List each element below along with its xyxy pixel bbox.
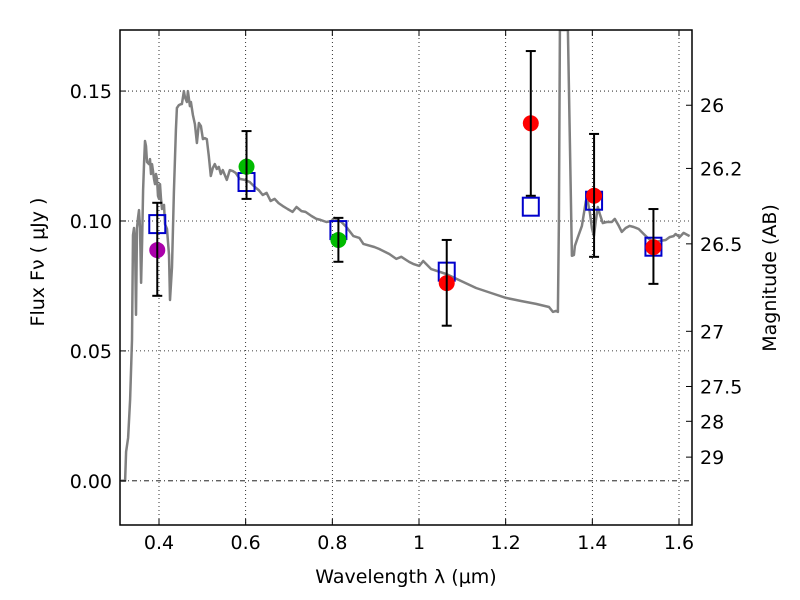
right-tick-label: 28 [700,411,724,433]
x-tick-label: 1 [413,532,425,554]
x-tick-label: 0.6 [231,532,261,554]
y-tick-label: 0.00 [70,471,112,493]
plot-frame [119,29,693,526]
right-tick-label: 26.2 [700,158,742,180]
spectrum-line [121,30,691,483]
x-tick-label: 1.4 [577,532,607,554]
y-axis-ticks: 0.00 0.05 0.10 0.15 [70,81,126,493]
y-tick-label: 0.15 [70,81,112,103]
right-axis-ticks: 26 26.2 26.5 27 27.5 28 29 [686,95,742,469]
grid-lines [120,30,692,525]
x-tick-label: 0.4 [144,532,174,554]
y-axis-label: Flux Fν ( μJy ) [27,198,49,327]
x-axis-ticks: 0.4 0.6 0.8 1 1.2 1.4 1.6 [144,30,694,554]
y-tick-label: 0.10 [70,211,112,233]
right-tick-label: 27.5 [700,376,742,398]
right-tick-label: 26 [700,95,724,117]
x-axis-label: Wavelength λ (μm) [315,566,496,588]
right-tick-label: 27 [700,321,724,343]
right-tick-label: 26.5 [700,234,742,256]
right-tick-label: 29 [700,447,724,469]
x-tick-label: 0.8 [317,532,347,554]
error-bars [152,50,659,327]
x-tick-label: 1.6 [664,532,694,554]
x-tick-label: 1.2 [491,532,521,554]
y-tick-label: 0.05 [70,341,112,363]
right-axis-label: Magnitude (AB) [759,204,781,352]
model-photometry-square [521,196,540,217]
plot-background [120,30,692,525]
spectrum-layer [121,30,691,483]
